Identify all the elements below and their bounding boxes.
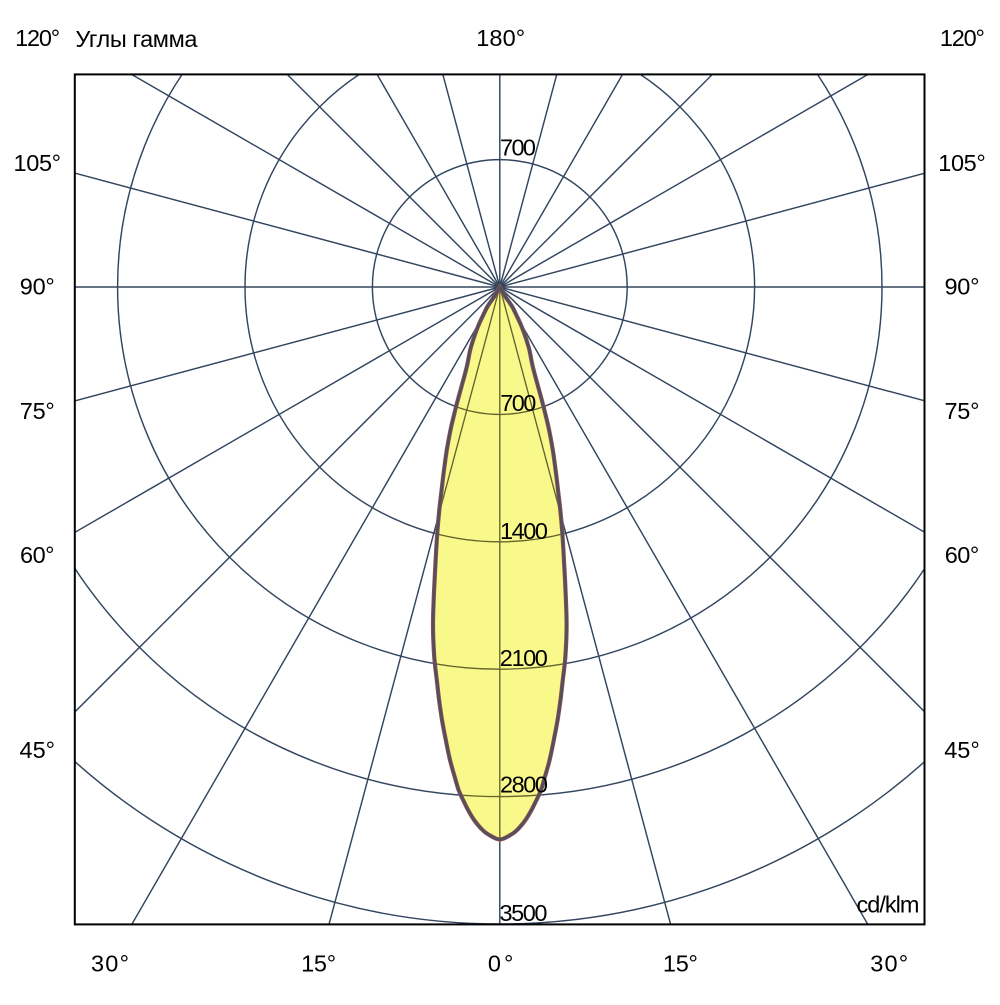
svg-text:105°: 105° (938, 150, 986, 176)
svg-text:105°: 105° (14, 150, 62, 176)
svg-text:Углы гамма: Углы гамма (75, 26, 198, 52)
svg-text:1400: 1400 (500, 518, 548, 544)
svg-text:75°: 75° (20, 398, 55, 424)
svg-text:0°: 0° (488, 950, 513, 976)
svg-text:90°: 90° (945, 274, 980, 300)
svg-text:45°: 45° (944, 737, 980, 763)
svg-text:60°: 60° (945, 542, 980, 568)
svg-text:3500: 3500 (500, 900, 548, 926)
svg-text:cd/klm: cd/klm (857, 892, 920, 918)
svg-text:60°: 60° (20, 542, 55, 568)
svg-text:75°: 75° (945, 398, 980, 424)
svg-text:2100: 2100 (500, 645, 548, 671)
svg-text:120°: 120° (940, 25, 985, 51)
svg-text:30°: 30° (870, 950, 908, 976)
svg-text:180°: 180° (476, 25, 525, 51)
svg-text:45°: 45° (20, 737, 56, 763)
svg-text:15°: 15° (663, 950, 698, 976)
svg-text:15°: 15° (301, 950, 336, 976)
svg-text:700: 700 (500, 134, 536, 160)
svg-text:30°: 30° (91, 950, 129, 976)
svg-text:700: 700 (500, 390, 536, 416)
svg-text:90°: 90° (20, 274, 55, 300)
svg-text:120°: 120° (15, 25, 60, 51)
svg-text:2800: 2800 (500, 771, 548, 797)
